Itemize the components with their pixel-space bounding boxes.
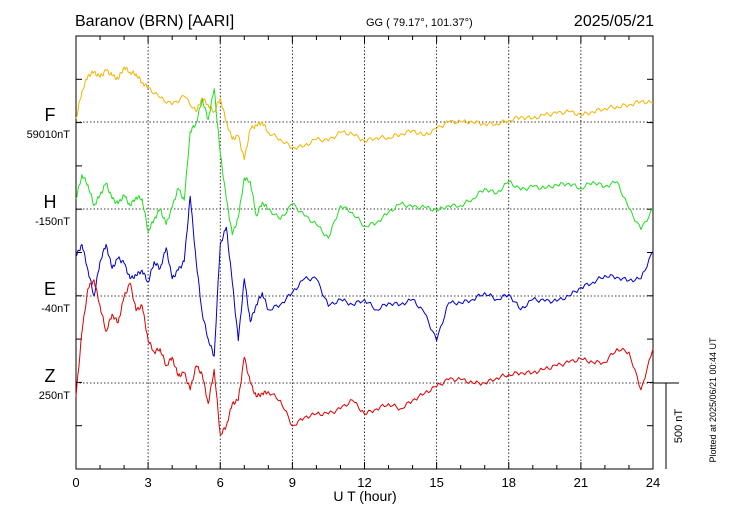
plotted-at-note: Plotted at 2025/06/21 00:44 UT	[708, 337, 718, 463]
x-axis-label: U T (hour)	[333, 488, 396, 504]
x-tick-label-4: 12	[357, 475, 371, 490]
station-title: Baranov (BRN) [AARI]	[75, 13, 234, 30]
trace-E	[75, 195, 654, 357]
series-labels: F 59010nT H -150nT E -40nT Z 250nT	[27, 105, 71, 402]
x-tick-label-8: 24	[646, 475, 660, 490]
x-tick-label-6: 18	[502, 475, 516, 490]
trace-Z	[75, 279, 654, 436]
x-tick-label-1: 3	[145, 475, 152, 490]
series-name-F: F	[45, 105, 56, 125]
series-baseline-E: -40nT	[41, 303, 70, 315]
traces-layer	[75, 66, 654, 436]
x-tick-label-3: 9	[289, 475, 296, 490]
series-baseline-H: -150nT	[35, 216, 70, 228]
scale-bar: 500 nT	[653, 382, 685, 469]
series-name-Z: Z	[45, 366, 56, 386]
minor-ticks	[75, 36, 654, 469]
series-name-E: E	[44, 279, 56, 299]
series-name-H: H	[44, 192, 57, 212]
x-tick-label-0: 0	[72, 475, 79, 490]
series-baseline-Z: 250nT	[39, 390, 70, 402]
x-tick-labels: 0 3 6 9 12 15 18 21 24	[72, 475, 660, 490]
date-label: 2025/05/21	[574, 13, 654, 30]
coordinates-label: GG ( 79.17°, 101.37°)	[366, 17, 473, 29]
trace-H	[75, 88, 654, 239]
scale-bar-label: 500 nT	[673, 409, 685, 444]
grid-lines	[76, 36, 653, 469]
x-tick-label-7: 21	[574, 475, 588, 490]
trace-F	[75, 66, 654, 161]
x-tick-label-2: 6	[217, 475, 224, 490]
x-tick-label-5: 15	[429, 475, 443, 490]
series-baseline-F: 59010nT	[27, 129, 71, 141]
